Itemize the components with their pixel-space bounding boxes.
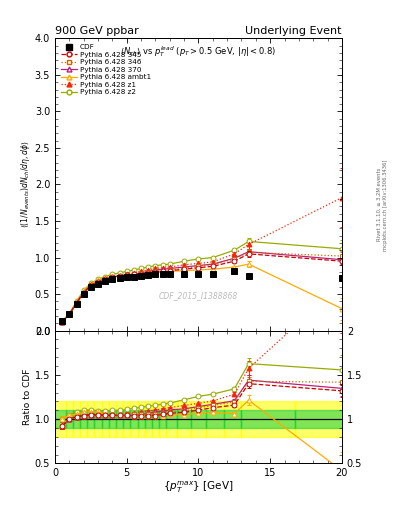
X-axis label: $\{p_T^{max}\}$ [GeV]: $\{p_T^{max}\}$ [GeV] — [163, 480, 234, 495]
Bar — [130, 410, 138, 428]
Bar — [206, 410, 224, 428]
Bar — [87, 401, 94, 437]
Bar — [66, 410, 73, 428]
Legend: CDF, Pythia 6.428 345, Pythia 6.428 346, Pythia 6.428 370, Pythia 6.428 ambt1, P: CDF, Pythia 6.428 345, Pythia 6.428 346,… — [59, 42, 153, 97]
Bar — [191, 410, 206, 428]
Bar — [295, 410, 349, 428]
Bar — [94, 410, 102, 428]
Y-axis label: Ratio to CDF: Ratio to CDF — [23, 369, 32, 425]
Text: 900 GeV ppbar: 900 GeV ppbar — [55, 26, 139, 36]
Bar — [130, 401, 138, 437]
Bar — [242, 410, 295, 428]
Bar — [116, 410, 123, 428]
Bar — [145, 410, 152, 428]
Bar — [80, 401, 87, 437]
Bar — [206, 401, 224, 437]
Bar — [191, 401, 206, 437]
Bar — [138, 410, 145, 428]
Bar — [116, 401, 123, 437]
Bar — [80, 410, 87, 428]
Bar — [152, 401, 159, 437]
Text: mcplots.cern.ch [arXiv:1306.3436]: mcplots.cern.ch [arXiv:1306.3436] — [383, 159, 387, 250]
Bar — [73, 410, 80, 428]
Bar — [224, 410, 242, 428]
Bar — [138, 401, 145, 437]
Bar — [123, 410, 130, 428]
Bar — [109, 410, 116, 428]
Text: CDF_2015_I1388868: CDF_2015_I1388868 — [159, 291, 238, 300]
Bar — [123, 401, 130, 437]
Bar — [109, 401, 116, 437]
Bar — [242, 401, 295, 437]
Bar — [102, 410, 109, 428]
Bar — [66, 401, 73, 437]
Bar — [87, 410, 94, 428]
Text: Underlying Event: Underlying Event — [245, 26, 342, 36]
Bar — [177, 410, 191, 428]
Bar — [94, 401, 102, 437]
Bar — [295, 401, 349, 437]
Bar — [159, 410, 166, 428]
Bar — [73, 401, 80, 437]
Bar — [166, 410, 177, 428]
Bar — [166, 401, 177, 437]
Text: Rivet 3.1.10, ≥ 3.2M events: Rivet 3.1.10, ≥ 3.2M events — [377, 168, 382, 242]
Bar — [102, 401, 109, 437]
Bar — [55, 401, 66, 437]
Bar — [177, 401, 191, 437]
Y-axis label: $\langle(1/N_{events}) dN_{ch}/d\eta, d\phi\rangle$: $\langle(1/N_{events}) dN_{ch}/d\eta, d\… — [19, 141, 32, 228]
Bar — [145, 401, 152, 437]
Text: $\langle N_{ch}\rangle$ vs $p_T^{lead}$ ($p_T > 0.5$ GeV, $|\eta| < 0.8$): $\langle N_{ch}\rangle$ vs $p_T^{lead}$ … — [120, 44, 277, 59]
Bar — [55, 410, 66, 428]
Bar — [159, 401, 166, 437]
Bar — [224, 401, 242, 437]
Bar — [152, 410, 159, 428]
